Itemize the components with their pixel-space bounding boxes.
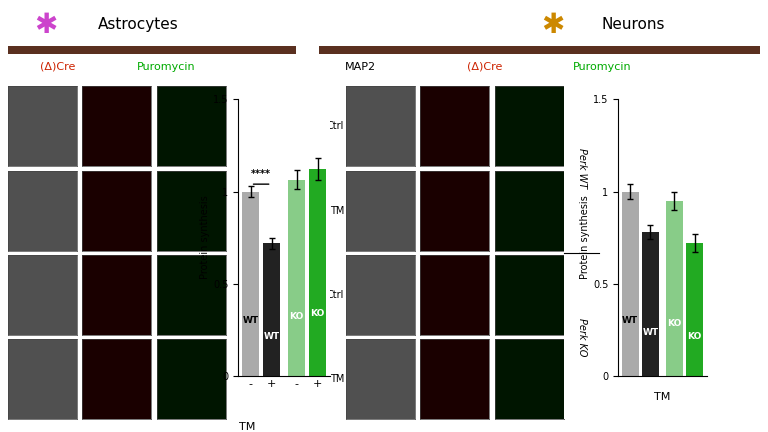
Text: KO: KO (667, 319, 682, 328)
Text: TM: TM (239, 422, 256, 432)
Text: ✱: ✱ (541, 11, 564, 39)
Bar (622, 191, 638, 376)
Bar (666, 201, 683, 376)
Text: TM: TM (654, 392, 670, 403)
Bar (263, 243, 280, 376)
Text: Puromycin: Puromycin (137, 62, 196, 72)
Text: ✱: ✱ (35, 11, 58, 39)
Bar (309, 169, 326, 376)
Text: Neurons: Neurons (601, 17, 665, 32)
Y-axis label: Protein synthesis: Protein synthesis (581, 196, 591, 280)
Text: WT: WT (263, 331, 280, 340)
Text: ****: **** (251, 168, 271, 178)
Text: MAP2: MAP2 (345, 62, 376, 72)
Text: (Δ)Cre: (Δ)Cre (40, 62, 75, 72)
Text: Ctrl: Ctrl (327, 290, 344, 300)
Text: (Δ)Cre: (Δ)Cre (467, 62, 502, 72)
Bar (642, 232, 659, 376)
Bar (288, 180, 306, 376)
Text: Perk WT: Perk WT (577, 148, 587, 189)
Text: WT: WT (642, 328, 658, 337)
Text: Puromycin: Puromycin (573, 62, 631, 72)
Text: KO: KO (687, 331, 702, 340)
Text: WT: WT (243, 316, 259, 325)
Text: TM: TM (330, 374, 344, 384)
Text: KO: KO (310, 309, 325, 318)
Text: KO: KO (290, 312, 304, 321)
Text: Ctrl: Ctrl (327, 121, 344, 131)
Text: Astrocytes: Astrocytes (98, 17, 179, 32)
Text: TM: TM (330, 206, 344, 216)
Bar (687, 243, 703, 376)
Bar (242, 191, 260, 376)
Text: WT: WT (622, 316, 638, 325)
Text: Perk KO: Perk KO (577, 318, 587, 356)
Y-axis label: Protein synthesis: Protein synthesis (200, 196, 210, 280)
